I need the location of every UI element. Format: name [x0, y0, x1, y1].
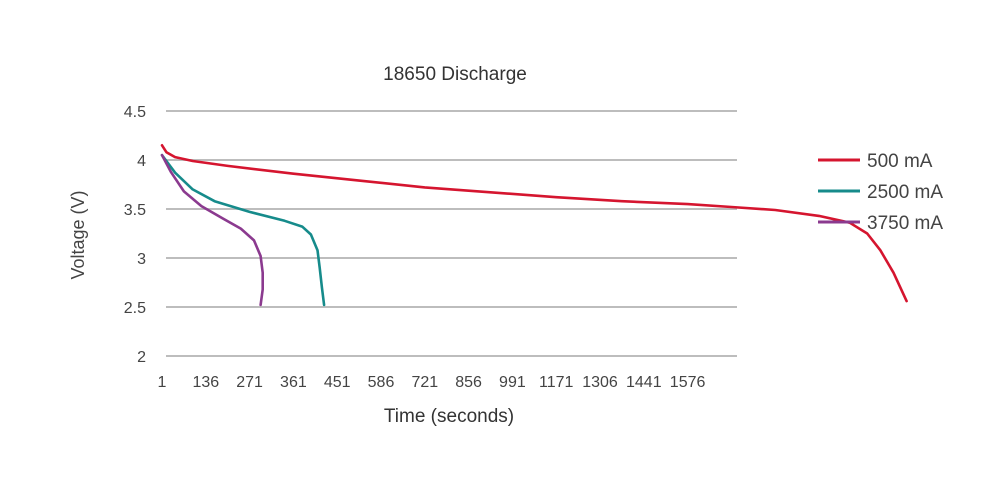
x-tick-label: 1306	[582, 374, 618, 391]
x-tick-label: 451	[324, 374, 351, 391]
x-tick-label: 856	[455, 374, 482, 391]
series-line	[160, 144, 908, 303]
legend-label: 3750 mA	[867, 213, 943, 234]
x-tick-label: 1	[158, 374, 167, 391]
x-axis-ticks: 1 136 271 361 451 586 721 856 991 1171 1306 1441 157…	[158, 374, 706, 391]
y-tick-label: 3.5	[124, 202, 146, 219]
x-tick-label: 1576	[670, 374, 706, 391]
legend: 500 mA 2500 mA 3750 mA	[818, 151, 943, 234]
x-tick-label: 586	[368, 374, 395, 391]
x-tick-label: 136	[192, 374, 219, 391]
y-tick-label: 2.5	[124, 300, 146, 317]
series-line	[160, 153, 326, 307]
gridlines	[166, 110, 737, 357]
x-tick-label: 991	[499, 374, 526, 391]
x-tick-label: 1171	[539, 374, 574, 391]
series-lines	[160, 144, 908, 307]
y-axis-ticks: 4.5 4 3.5 3 2.5 2	[124, 104, 146, 366]
y-tick-label: 4	[137, 153, 146, 170]
x-tick-label: 721	[411, 374, 438, 391]
y-axis-label: Voltage (V)	[68, 190, 88, 279]
x-tick-label: 1441	[626, 374, 662, 391]
legend-label: 500 mA	[867, 151, 933, 172]
y-tick-label: 3	[137, 251, 146, 268]
series-line	[160, 153, 264, 307]
x-tick-label: 271	[236, 374, 263, 391]
x-axis-label: Time (seconds)	[384, 406, 514, 427]
y-tick-label: 2	[137, 349, 146, 366]
y-tick-label: 4.5	[124, 104, 146, 121]
legend-label: 2500 mA	[867, 182, 943, 203]
x-tick-label: 361	[280, 374, 307, 391]
chart-title: 18650 Discharge	[383, 64, 527, 85]
